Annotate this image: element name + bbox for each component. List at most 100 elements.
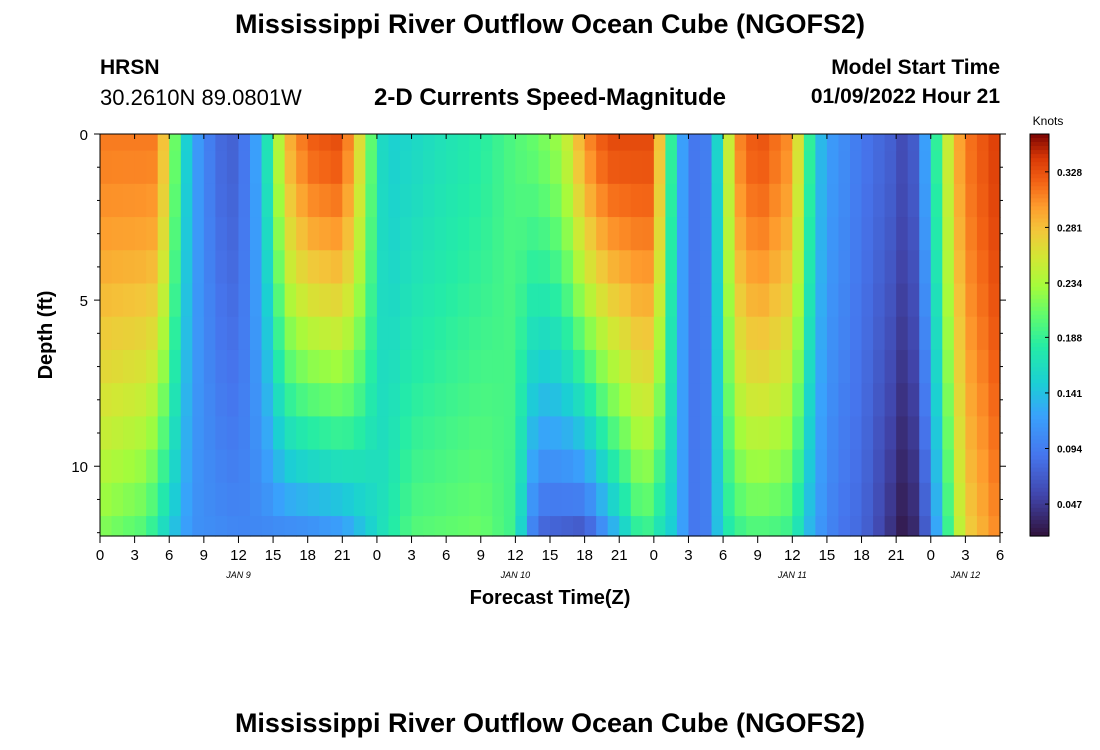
heatmap-cell bbox=[238, 134, 251, 152]
heatmap-cell bbox=[780, 316, 793, 351]
heatmap-cell bbox=[457, 217, 470, 251]
heatmap-cell bbox=[826, 250, 840, 285]
heatmap-cell bbox=[769, 217, 782, 251]
colorbar-segment bbox=[1030, 190, 1049, 195]
heatmap-cell bbox=[307, 183, 320, 218]
colorbar-segment bbox=[1030, 142, 1049, 147]
heatmap-cell bbox=[734, 449, 747, 484]
heatmap-cell bbox=[596, 482, 609, 517]
heatmap-cell bbox=[688, 516, 701, 537]
heatmap-cell bbox=[319, 482, 332, 517]
heatmap-cell bbox=[676, 516, 690, 537]
heatmap-cell bbox=[723, 250, 736, 285]
heatmap-cell bbox=[388, 416, 401, 451]
heatmap-cell bbox=[215, 482, 228, 517]
colorbar-segment bbox=[1030, 214, 1049, 220]
heatmap-cell bbox=[238, 250, 251, 285]
heatmap-cell bbox=[953, 134, 966, 152]
heatmap-cell bbox=[884, 283, 897, 318]
heatmap-cell bbox=[134, 150, 147, 185]
heatmap-cell bbox=[226, 349, 240, 384]
heatmap-cell bbox=[665, 283, 678, 318]
heatmap-cell bbox=[780, 449, 793, 484]
heatmap-cell bbox=[376, 316, 390, 351]
heatmap-cell bbox=[134, 183, 147, 218]
heatmap-cell bbox=[561, 250, 574, 285]
heatmap-cell bbox=[469, 250, 482, 285]
heatmap-cell bbox=[803, 383, 816, 417]
heatmap-cell bbox=[330, 150, 343, 185]
colorbar-segment bbox=[1030, 487, 1049, 493]
heatmap-cell bbox=[434, 416, 447, 451]
heatmap-cell bbox=[376, 416, 390, 451]
heatmap-cell bbox=[619, 416, 632, 451]
heatmap-cell bbox=[111, 150, 124, 185]
heatmap-cell bbox=[400, 217, 413, 251]
heatmap-cell bbox=[169, 183, 182, 218]
colorbar-segment bbox=[1030, 463, 1049, 469]
heatmap-cell bbox=[238, 349, 251, 384]
heatmap-cell bbox=[584, 250, 597, 285]
heatmap-cell bbox=[238, 183, 251, 218]
heatmap-cell bbox=[146, 134, 159, 152]
heatmap-cell bbox=[988, 217, 1001, 251]
heatmap-cell bbox=[976, 416, 990, 451]
heatmap-cell bbox=[388, 150, 401, 185]
heatmap-cell bbox=[434, 383, 447, 417]
heatmap-cell bbox=[192, 383, 205, 417]
heatmap-cell bbox=[700, 250, 713, 285]
heatmap-cell bbox=[850, 516, 863, 537]
heatmap-cell bbox=[884, 316, 897, 351]
heatmap-cell bbox=[792, 134, 805, 152]
heatmap-cell bbox=[780, 383, 793, 417]
heatmap-cell bbox=[550, 349, 563, 384]
heatmap-cell bbox=[480, 150, 493, 185]
heatmap-cell bbox=[838, 482, 851, 517]
x-tick-label: 6 bbox=[996, 547, 1004, 564]
heatmap-cell bbox=[492, 516, 505, 537]
heatmap-cell bbox=[503, 416, 516, 451]
heatmap-cell bbox=[965, 449, 978, 484]
heatmap-cell bbox=[988, 183, 1001, 218]
heatmap-cell bbox=[607, 150, 620, 185]
colorbar-tick-label: 0.141 bbox=[1057, 389, 1082, 400]
heatmap-cell bbox=[423, 217, 436, 251]
heatmap-cell bbox=[653, 349, 666, 384]
heatmap-cell bbox=[746, 134, 759, 152]
colorbar-segment bbox=[1030, 499, 1049, 505]
heatmap-cell bbox=[676, 416, 690, 451]
heatmap-cell bbox=[976, 283, 990, 318]
heatmap-cell bbox=[930, 482, 943, 517]
heatmap-cell bbox=[953, 482, 966, 517]
heatmap-cell bbox=[261, 134, 274, 152]
heatmap-cell bbox=[676, 283, 690, 318]
heatmap-cell bbox=[607, 349, 620, 384]
heatmap-cell bbox=[146, 250, 159, 285]
heatmap-cell bbox=[919, 283, 932, 318]
heatmap-cell bbox=[319, 134, 332, 152]
heatmap-cell bbox=[411, 383, 424, 417]
heatmap-cell bbox=[400, 416, 413, 451]
heatmap-cell bbox=[411, 516, 424, 537]
heatmap-cell bbox=[653, 316, 666, 351]
heatmap-cell bbox=[942, 217, 955, 251]
colorbar-segment bbox=[1030, 194, 1049, 199]
heatmap-cell bbox=[665, 183, 678, 218]
heatmap-cell bbox=[676, 150, 690, 185]
heatmap-cell bbox=[261, 316, 274, 351]
heatmap-cell bbox=[803, 217, 816, 251]
heatmap-cell bbox=[769, 416, 782, 451]
colorbar-segment bbox=[1030, 363, 1049, 368]
heatmap-cell bbox=[330, 217, 343, 251]
heatmap-cell bbox=[342, 150, 355, 185]
heatmap-cell bbox=[434, 150, 447, 185]
colorbar-segment bbox=[1030, 391, 1049, 396]
heatmap-cell bbox=[365, 449, 378, 484]
heatmap-cell bbox=[573, 482, 586, 517]
heatmap-cell bbox=[850, 383, 863, 417]
heatmap-cell bbox=[619, 217, 632, 251]
colorbar-segment bbox=[1030, 375, 1049, 380]
heatmap-cell bbox=[988, 283, 1001, 318]
heatmap-cell bbox=[365, 183, 378, 218]
heatmap-cell bbox=[423, 183, 436, 218]
